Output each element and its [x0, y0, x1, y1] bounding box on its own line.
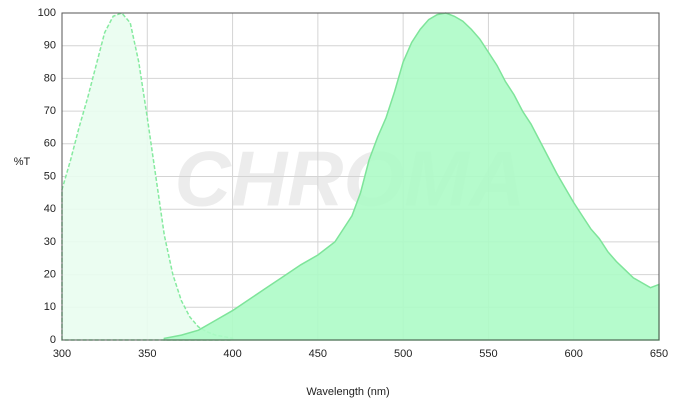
- x-tick-label: 650: [650, 348, 668, 360]
- x-tick-label: 400: [223, 348, 241, 360]
- x-tick-label: 450: [309, 348, 327, 360]
- y-tick-label: 70: [44, 105, 56, 117]
- y-tick-label: 10: [44, 301, 56, 313]
- y-tick-label: 0: [50, 334, 56, 346]
- x-tick-label: 550: [479, 348, 497, 360]
- area: [61, 12, 234, 341]
- x-tick-label: 350: [138, 348, 156, 360]
- y-tick-label: 100: [38, 7, 56, 19]
- y-tick-label: 20: [44, 269, 56, 281]
- x-tick-label: 600: [565, 348, 583, 360]
- y-tick-label: 80: [44, 72, 56, 84]
- y-tick-label: 30: [44, 236, 56, 248]
- x-tick-label: 500: [394, 348, 412, 360]
- y-axis-label: %T: [14, 156, 31, 168]
- area: [163, 12, 660, 341]
- x-axis-label: Wavelength (nm): [306, 386, 389, 398]
- y-tick-label: 60: [44, 138, 56, 150]
- y-tick-label: 40: [44, 203, 56, 215]
- x-tick-label: 300: [53, 348, 71, 360]
- y-tick-label: 90: [44, 40, 56, 52]
- plot-border: [61, 12, 660, 341]
- y-tick-label: 50: [44, 170, 56, 182]
